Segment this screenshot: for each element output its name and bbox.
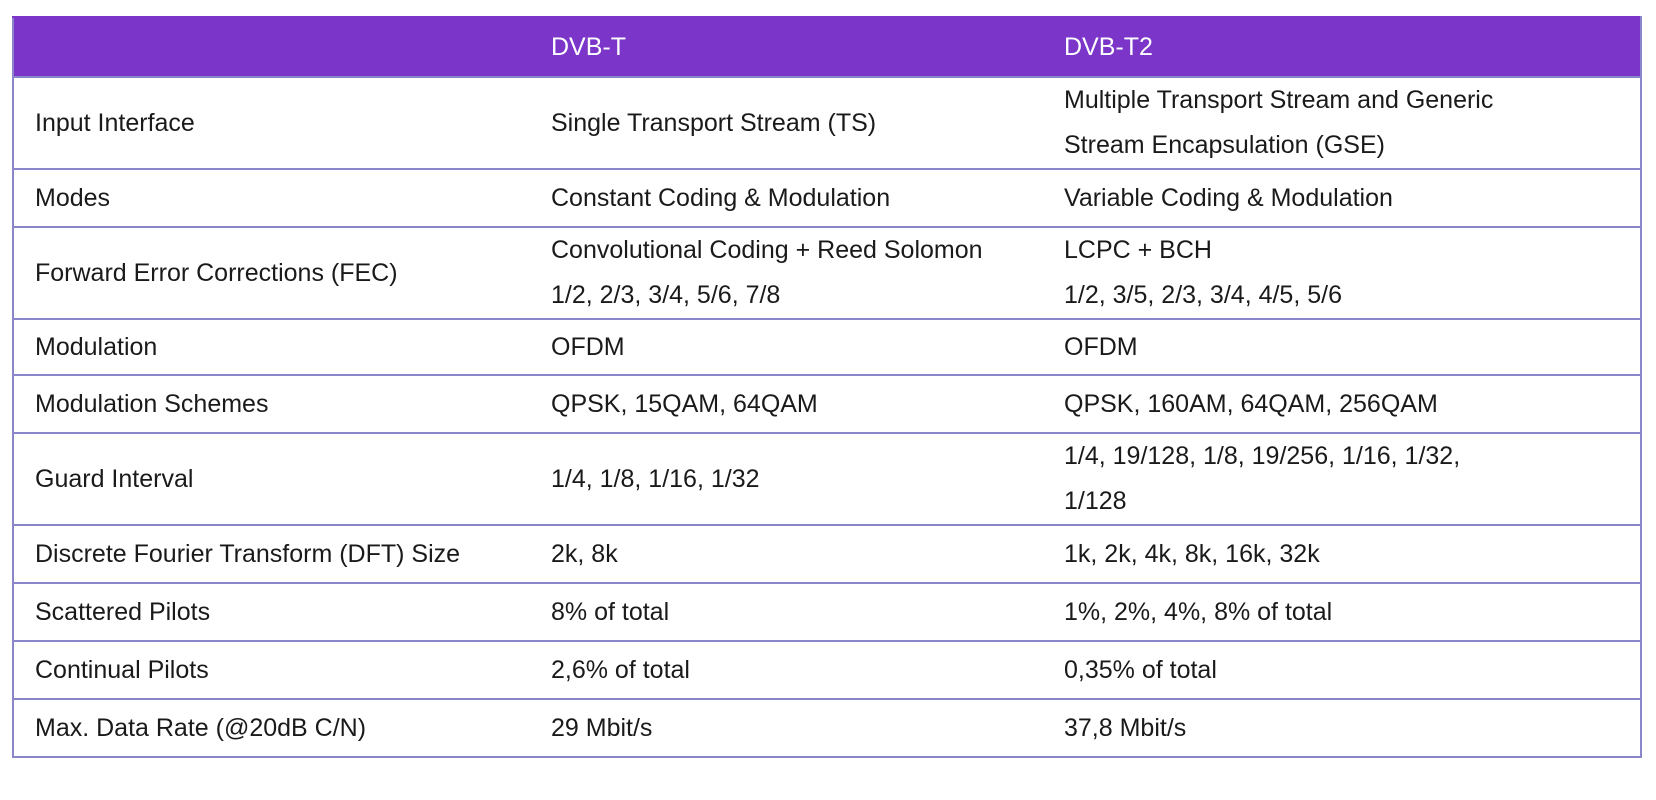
dvb-t2-cell: OFDM [1043, 318, 1642, 376]
dvb-t2-cell: 1%, 2%, 4%, 8% of total [1043, 582, 1642, 642]
comparison-table: DVB-T DVB-T2 Input Interface Single Tran… [12, 16, 1642, 758]
cell-line: QPSK, 15QAM, 64QAM [551, 389, 818, 418]
dvb-t2-cell: 1/4, 19/128, 1/8, 19/256, 1/16, 1/32, 1/… [1043, 432, 1642, 526]
cell-line: 37,8 Mbit/s [1064, 713, 1187, 742]
row-label: Guard Interval [12, 432, 530, 526]
table-row: Forward Error Corrections (FEC) Convolut… [12, 226, 1642, 320]
dvb-t2-cell: LCPC + BCH 1/2, 3/5, 2/3, 3/4, 4/5, 5/6 [1043, 226, 1642, 320]
dvb-t-cell: 2k, 8k [530, 524, 1043, 584]
dvb-t-cell: 2,6% of total [530, 640, 1043, 700]
cell-line: OFDM [1064, 332, 1138, 361]
cell-line: LCPC + BCH [1064, 236, 1212, 264]
cell-line: 0,35% of total [1064, 655, 1217, 684]
dvb-t2-cell: 1k, 2k, 4k, 8k, 16k, 32k [1043, 524, 1642, 584]
cell-line: Multiple Transport Stream and Generic [1064, 86, 1494, 114]
dvb-t-cell: 1/4, 1/8, 1/16, 1/32 [530, 432, 1043, 526]
dvb-t2-cell: 0,35% of total [1043, 640, 1642, 700]
table-row: Discrete Fourier Transform (DFT) Size 2k… [12, 524, 1642, 584]
dvb-t-cell: 29 Mbit/s [530, 698, 1043, 758]
row-label: Discrete Fourier Transform (DFT) Size [12, 524, 530, 584]
cell-line: Single Transport Stream (TS) [551, 108, 877, 137]
dvb-t-cell: Single Transport Stream (TS) [530, 76, 1043, 170]
table-row: Max. Data Rate (@20dB C/N) 29 Mbit/s 37,… [12, 698, 1642, 758]
cell-line: Stream Encapsulation (GSE) [1064, 131, 1385, 159]
row-label: Continual Pilots [12, 640, 530, 700]
dvb-t2-cell: Multiple Transport Stream and Generic St… [1043, 76, 1642, 170]
cell-line: 1k, 2k, 4k, 8k, 16k, 32k [1064, 539, 1320, 568]
cell-line: 1/2, 2/3, 3/4, 5/6, 7/8 [551, 281, 781, 309]
header-cell-dvb-t: DVB-T [530, 16, 1043, 78]
row-label: Input Interface [12, 76, 530, 170]
row-label: Scattered Pilots [12, 582, 530, 642]
cell-line: 1%, 2%, 4%, 8% of total [1064, 597, 1333, 626]
dvb-t-cell: 8% of total [530, 582, 1043, 642]
dvb-t-cell: OFDM [530, 318, 1043, 376]
cell-line: 1/128 [1064, 487, 1127, 515]
cell-line: Constant Coding & Modulation [551, 183, 891, 212]
header-row: DVB-T DVB-T2 [12, 16, 1642, 78]
row-label: Modes [12, 168, 530, 228]
row-label: Max. Data Rate (@20dB C/N) [12, 698, 530, 758]
table-row: Modulation Schemes QPSK, 15QAM, 64QAM QP… [12, 374, 1642, 434]
table-row: Continual Pilots 2,6% of total 0,35% of … [12, 640, 1642, 700]
cell-line: 1/4, 1/8, 1/16, 1/32 [551, 464, 760, 493]
cell-line: Variable Coding & Modulation [1064, 183, 1393, 212]
dvb-t2-cell: 37,8 Mbit/s [1043, 698, 1642, 758]
cell-line: QPSK, 160AM, 64QAM, 256QAM [1064, 389, 1438, 418]
cell-line: Convolutional Coding + Reed Solomon [551, 236, 983, 264]
dvb-t-cell: Constant Coding & Modulation [530, 168, 1043, 228]
dvb-t-cell: Convolutional Coding + Reed Solomon 1/2,… [530, 226, 1043, 320]
table-row: Input Interface Single Transport Stream … [12, 76, 1642, 170]
header-cell-empty [12, 16, 530, 78]
table-row: Guard Interval 1/4, 1/8, 1/16, 1/32 1/4,… [12, 432, 1642, 526]
cell-line: OFDM [551, 332, 625, 361]
table-body: Input Interface Single Transport Stream … [12, 76, 1642, 758]
row-label: Forward Error Corrections (FEC) [12, 226, 530, 320]
dvb-t-cell: QPSK, 15QAM, 64QAM [530, 374, 1043, 434]
header-cell-dvb-t2: DVB-T2 [1043, 16, 1642, 78]
cell-line: 1/4, 19/128, 1/8, 19/256, 1/16, 1/32, [1064, 442, 1461, 470]
cell-line: 2,6% of total [551, 655, 690, 684]
table-row: Modulation OFDM OFDM [12, 318, 1642, 376]
table-row: Scattered Pilots 8% of total 1%, 2%, 4%,… [12, 582, 1642, 642]
table-header: DVB-T DVB-T2 [12, 16, 1642, 78]
row-label: Modulation [12, 318, 530, 376]
cell-line: 1/2, 3/5, 2/3, 3/4, 4/5, 5/6 [1064, 281, 1342, 309]
cell-line: 2k, 8k [551, 539, 618, 568]
table-row: Modes Constant Coding & Modulation Varia… [12, 168, 1642, 228]
dvb-t2-cell: QPSK, 160AM, 64QAM, 256QAM [1043, 374, 1642, 434]
cell-line: 8% of total [551, 597, 670, 626]
row-label: Modulation Schemes [12, 374, 530, 434]
cell-line: 29 Mbit/s [551, 713, 653, 742]
dvb-t2-cell: Variable Coding & Modulation [1043, 168, 1642, 228]
